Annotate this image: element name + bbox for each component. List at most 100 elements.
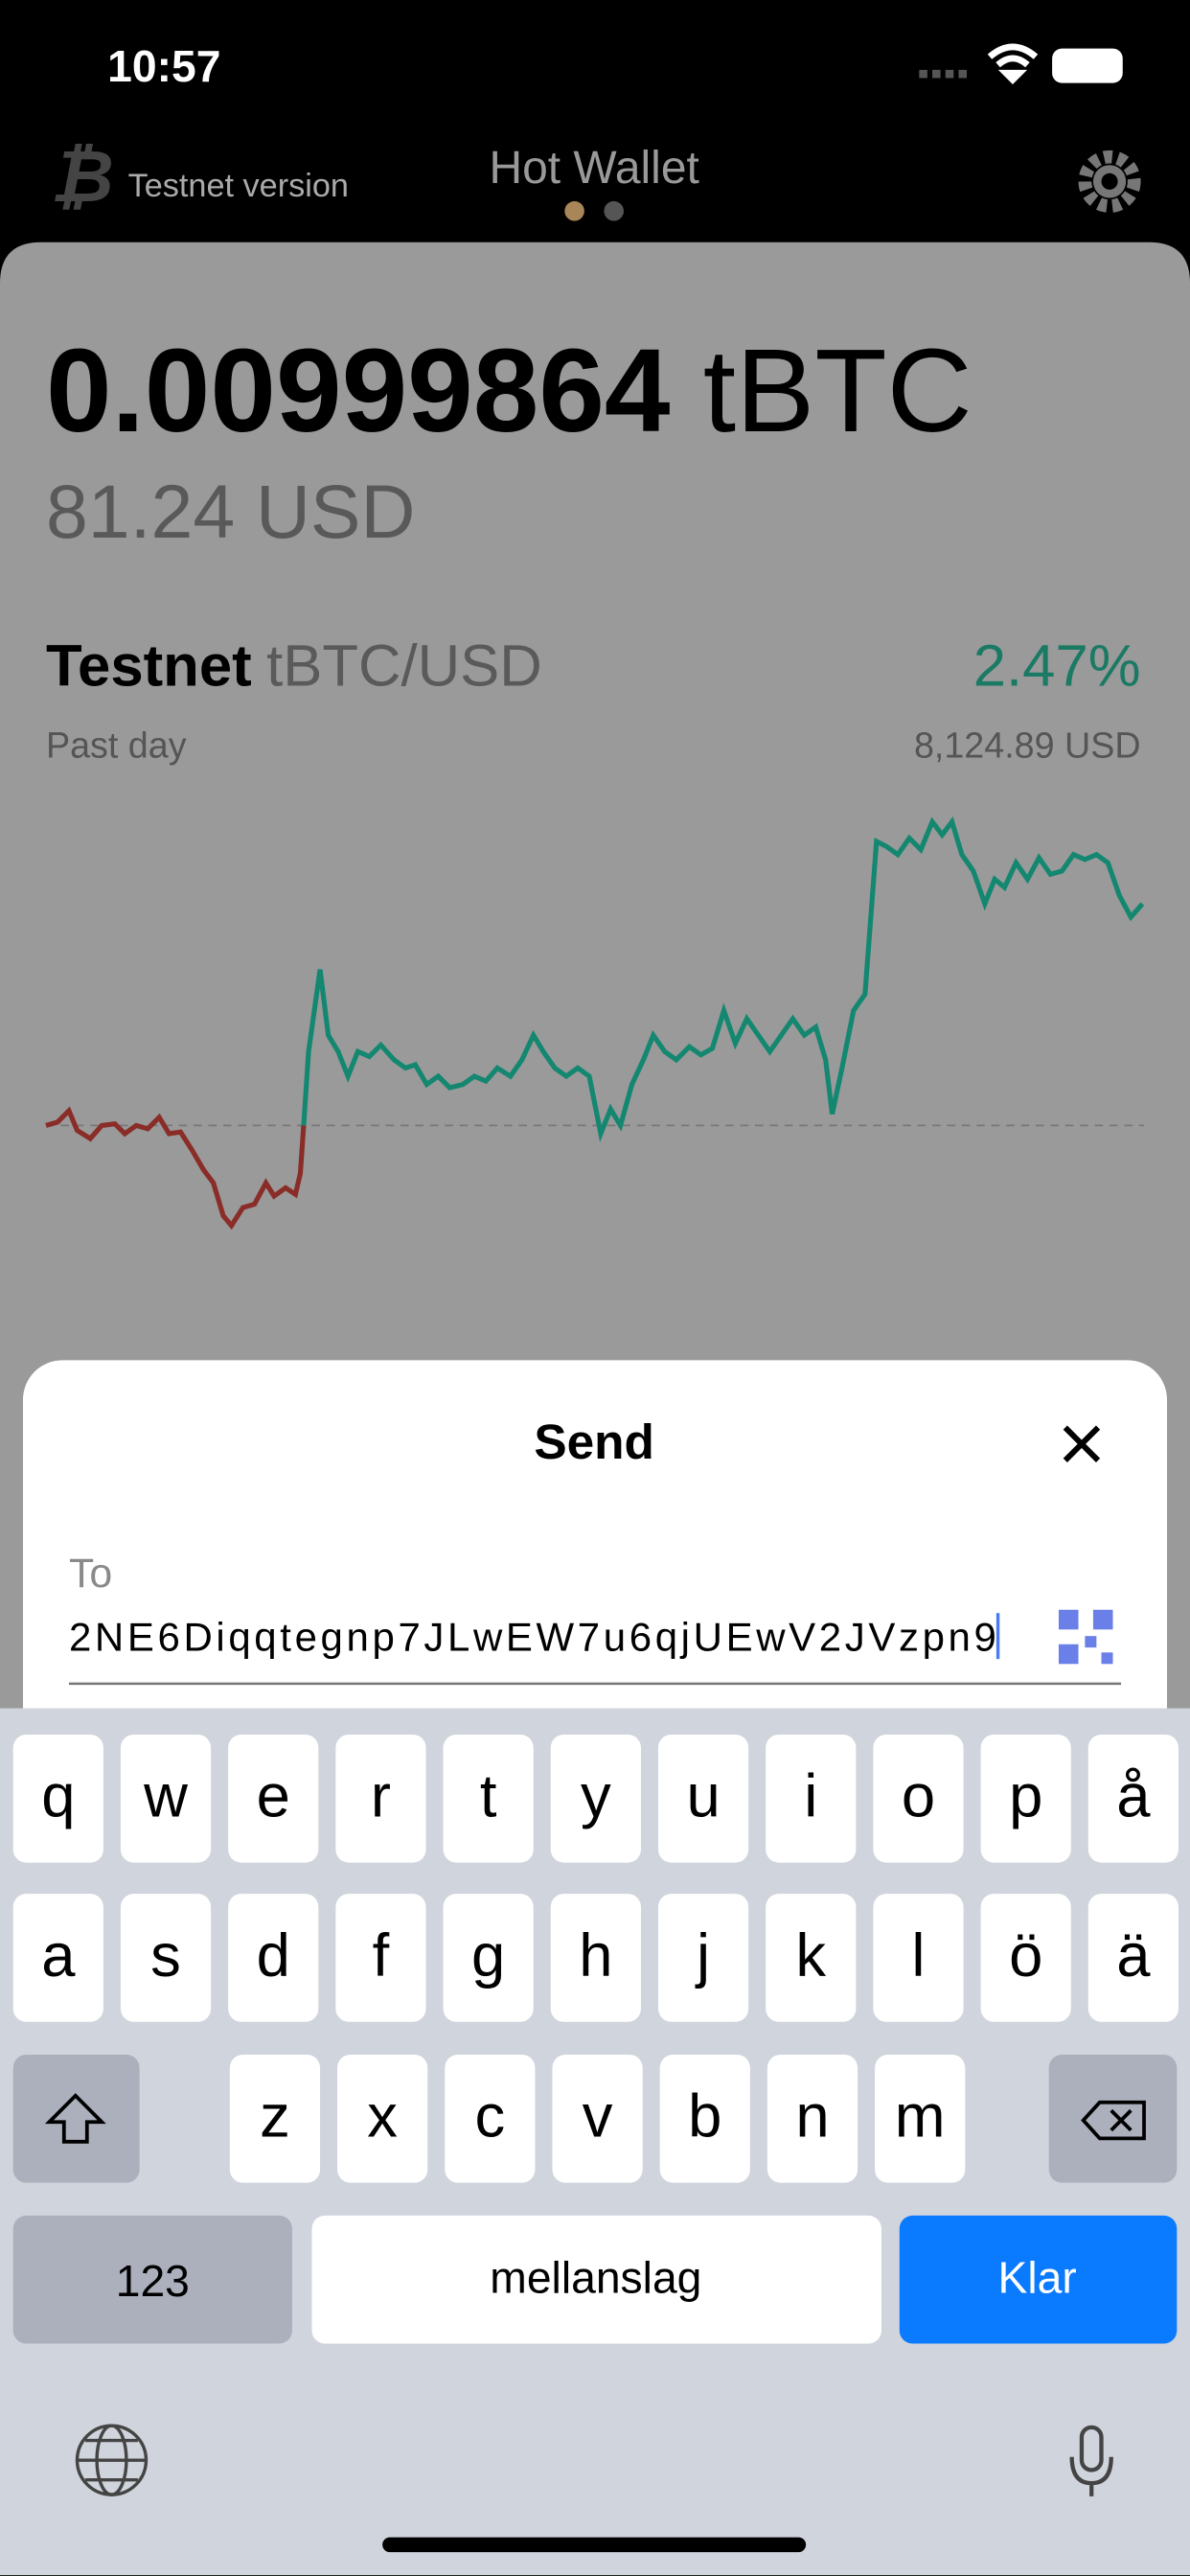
pair-name: tBTC/USD <box>266 632 542 699</box>
key[interactable] <box>657 1734 749 1863</box>
delete-icon <box>1081 2100 1146 2141</box>
key-label: u <box>686 1763 720 1830</box>
key[interactable] <box>120 1894 212 2022</box>
key-label: a <box>41 1922 76 1990</box>
price-change: 2.47% <box>973 632 1141 699</box>
key[interactable] <box>443 1894 534 2022</box>
space-key-label: mellanslag <box>490 2252 701 2302</box>
key-label: b <box>688 2083 721 2150</box>
network-name: Testnet <box>46 632 252 699</box>
key-label: c <box>475 2083 506 2150</box>
key-label: r <box>371 1763 391 1830</box>
network-label: Testnet version <box>128 168 349 204</box>
key-label: j <box>695 1922 710 1990</box>
key-label: s <box>150 1922 181 1990</box>
key[interactable] <box>657 1894 749 2022</box>
key-label: ö <box>1009 1922 1042 1990</box>
globe-key[interactable] <box>75 2424 149 2496</box>
key[interactable] <box>335 1894 426 2022</box>
key-label: p <box>1009 1763 1042 1830</box>
settings-icon[interactable] <box>1078 150 1141 213</box>
key-label: d <box>257 1922 290 1990</box>
key-label: q <box>41 1763 75 1830</box>
close-button[interactable] <box>1063 1425 1101 1462</box>
space-key[interactable] <box>311 2215 881 2344</box>
key[interactable] <box>337 2055 428 2183</box>
delete-key[interactable] <box>1048 2055 1178 2183</box>
balance-fiat: 81.24 USD <box>46 470 415 554</box>
key[interactable] <box>12 1894 103 2022</box>
page-dot <box>604 200 624 221</box>
key[interactable] <box>550 1894 641 2022</box>
key-label: n <box>795 2083 829 2150</box>
send-sheet <box>22 1360 1168 1787</box>
qr-button[interactable] <box>1058 1609 1113 1665</box>
shift-key[interactable] <box>12 2055 140 2183</box>
home-indicator <box>382 2537 807 2553</box>
key[interactable] <box>1087 1894 1179 2022</box>
signal <box>919 69 968 79</box>
field-label: To <box>69 1551 112 1597</box>
numbers-key-label: 123 <box>116 2256 190 2306</box>
key[interactable] <box>767 2055 858 2183</box>
key[interactable] <box>120 1734 212 1863</box>
wifi-icon <box>987 43 1039 85</box>
chart-line-down <box>45 1106 307 1230</box>
key-label: g <box>471 1922 505 1990</box>
key-label: w <box>143 1763 188 1830</box>
sheet-title: Send <box>534 1414 654 1469</box>
key[interactable] <box>873 1734 964 1863</box>
balance: 0.00999864 tBTC <box>46 325 973 457</box>
numbers-key[interactable] <box>12 2215 292 2344</box>
key[interactable] <box>980 1894 1071 2022</box>
key-label: å <box>1116 1763 1151 1830</box>
done-key-label: Klar <box>998 2252 1077 2302</box>
key-label: x <box>367 2083 398 2150</box>
key-label: y <box>581 1763 611 1830</box>
key-label: z <box>260 2083 290 2150</box>
key[interactable] <box>445 2055 536 2183</box>
status-time: 10:57 <box>107 41 220 91</box>
balance-amount: 0.00999864 <box>46 325 671 457</box>
chart-line-up <box>301 816 1145 1142</box>
bitcoin-logo[interactable]: ₿ <box>51 136 114 217</box>
key-label: l <box>911 1922 925 1990</box>
done-key[interactable] <box>899 2215 1178 2344</box>
key[interactable] <box>766 1894 857 2022</box>
key[interactable] <box>552 2055 643 2183</box>
key[interactable] <box>228 1734 319 1863</box>
key-label: ä <box>1116 1922 1151 1990</box>
key-label: k <box>795 1922 826 1990</box>
key[interactable] <box>659 2055 750 2183</box>
key-label: i <box>804 1763 817 1830</box>
key[interactable] <box>229 2055 321 2183</box>
key[interactable] <box>12 1734 103 1863</box>
price: 8,124.89 USD <box>914 725 1141 766</box>
key-label: t <box>480 1763 497 1830</box>
page-dot <box>564 200 584 221</box>
key-label: h <box>579 1922 612 1990</box>
shift-icon <box>44 2093 106 2144</box>
key-label: f <box>373 1922 390 1990</box>
key[interactable] <box>875 2055 966 2183</box>
key[interactable] <box>550 1734 641 1863</box>
wallet-title[interactable]: Hot Wallet <box>489 143 698 194</box>
key-label: e <box>257 1763 290 1830</box>
key[interactable] <box>228 1894 319 2022</box>
key[interactable] <box>443 1734 534 1863</box>
key[interactable] <box>1087 1734 1179 1863</box>
address-input[interactable]: 2NE6Diqqtegnp7JLwEW7u6qjUEwV2JVzpn9 <box>69 1615 996 1660</box>
key[interactable] <box>766 1734 857 1863</box>
key-label: m <box>895 2083 946 2150</box>
key-label: o <box>902 1763 935 1830</box>
key[interactable] <box>335 1734 426 1863</box>
mic-key[interactable] <box>1069 2425 1113 2496</box>
period: Past day <box>46 725 187 766</box>
balance-unit: tBTC <box>703 325 973 457</box>
market-pair: Testnet tBTC/USD <box>46 632 542 699</box>
key-label: v <box>583 2083 613 2150</box>
key[interactable] <box>873 1894 964 2022</box>
key[interactable] <box>980 1734 1071 1863</box>
